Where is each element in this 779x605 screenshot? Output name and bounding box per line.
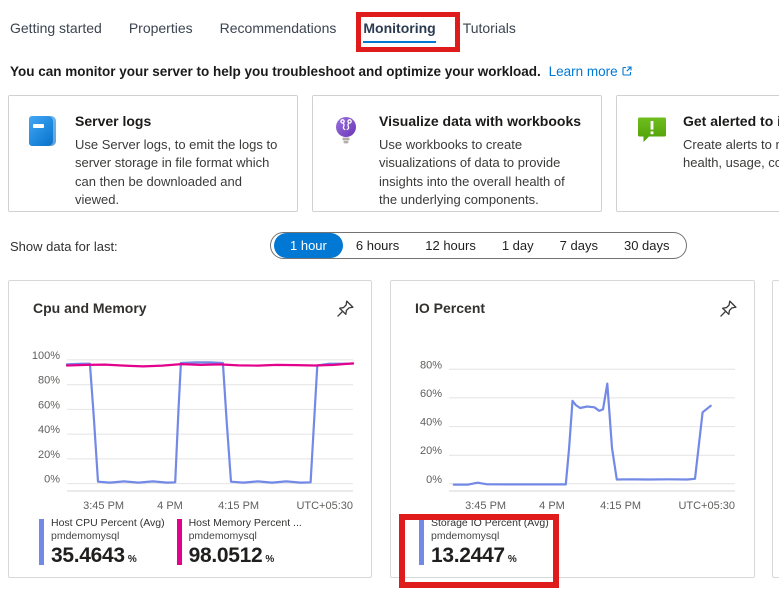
show-data-label: Show data for last: (10, 239, 118, 254)
tab-properties[interactable]: Properties (128, 20, 193, 36)
svg-text:80%: 80% (38, 375, 60, 387)
alerts-body-line2: health, usage, cost and (683, 155, 779, 171)
svg-text:60%: 60% (38, 399, 60, 411)
tab-bar: Getting started Properties Recommendatio… (10, 20, 516, 43)
io-percent-chart-title: IO Percent (415, 300, 486, 316)
time-range-selector: 1 hour 6 hours 12 hours 1 day 7 days 30 … (270, 232, 687, 259)
alerts-body-line1: Create alerts to monitor (683, 137, 779, 152)
legend-name-cpu: Host CPU Percent (Avg) (51, 517, 165, 529)
tab-recommendations[interactable]: Recommendations (219, 20, 337, 36)
time-range-1-hour[interactable]: 1 hour (274, 233, 343, 258)
pin-chart-icon[interactable] (718, 299, 740, 321)
legend-bar-memory (176, 519, 182, 565)
svg-text:0%: 0% (44, 474, 60, 486)
server-logs-body: Use Server logs, to emit the logs to ser… (75, 137, 278, 208)
server-logs-book-icon (29, 113, 61, 211)
workbooks-title: Visualize data with workbooks (379, 113, 582, 129)
intro-text: You can monitor your server to help you … (10, 64, 633, 80)
legend-resource-storage-io: pmdemomysql (431, 530, 500, 542)
legend-host-cpu[interactable]: Host CPU Percent (Avg) pmdemomysql 35.46… (39, 517, 165, 573)
svg-text:3:45 PM: 3:45 PM (83, 500, 124, 512)
tab-getting-started[interactable]: Getting started (10, 20, 102, 36)
learn-more-link[interactable]: Learn more (548, 64, 618, 79)
legend-storage-io[interactable]: Storage IO Percent (Avg) pmdemomysql 13.… (419, 517, 549, 573)
svg-text:20%: 20% (420, 445, 442, 457)
time-range-1-day[interactable]: 1 day (501, 238, 534, 253)
svg-text:4:15 PM: 4:15 PM (218, 500, 259, 512)
time-range-12-hours[interactable]: 12 hours (425, 238, 476, 253)
svg-text:80%: 80% (420, 359, 442, 371)
server-logs-title: Server logs (75, 113, 152, 129)
cpu-memory-chart: 0% 20% 40% 60% 80% 100% 3:45 PM 4 PM 4:15 PM UTC+… (32, 350, 355, 512)
server-logs-card[interactable]: Server logs Use Server logs, to emit the… (8, 95, 298, 212)
svg-text:4 PM: 4 PM (539, 500, 565, 512)
legend-resource-cpu: pmdemomysql (51, 530, 120, 542)
legend-resource-memory: pmdemomysql (188, 530, 257, 542)
alert-bubble-icon (637, 113, 669, 211)
workbooks-lightbulb-icon (333, 113, 365, 211)
tab-monitoring[interactable]: Monitoring (363, 20, 437, 43)
time-range-30-days[interactable]: 30 days (623, 238, 670, 253)
svg-text:0%: 0% (426, 474, 442, 486)
svg-text:100%: 100% (32, 350, 60, 362)
time-range-6-hours[interactable]: 6 hours (355, 238, 400, 253)
legend-value-storage-io: 13.2447% (431, 544, 517, 567)
legend-name-storage-io: Storage IO Percent (Avg) (431, 517, 549, 529)
svg-text:20%: 20% (38, 449, 60, 461)
svg-text:UTC+05:30: UTC+05:30 (678, 500, 735, 512)
alerts-card[interactable]: Get alerted to issues Create alerts to m… (616, 95, 779, 212)
legend-value-cpu: 35.4643% (51, 544, 137, 567)
legend-value-memory: 98.0512% (188, 544, 275, 567)
io-percent-chart: 0% 20% 40% 60% 80% 3:45 PM 4 PM 4:15 PM UTC+05:3… (420, 359, 735, 512)
io-percent-chart-card: IO Percent 0% 20% 40% 60% 80% 3:45 PM 4 PM 4:15… (390, 280, 755, 578)
pin-chart-icon[interactable] (335, 299, 357, 321)
cpu-memory-chart-title: Cpu and Memory (33, 300, 147, 316)
legend-host-memory[interactable]: Host Memory Percent ... pmdemomysql 98.0… (176, 517, 302, 573)
workbooks-card[interactable]: Visualize data with workbooks Use workbo… (312, 95, 602, 212)
legend-bar-storage-io (419, 519, 424, 565)
time-range-7-days[interactable]: 7 days (559, 238, 598, 253)
svg-text:3:45 PM: 3:45 PM (465, 500, 506, 512)
legend-name-memory: Host Memory Percent ... (188, 517, 302, 529)
svg-text:40%: 40% (38, 424, 60, 436)
feature-cards-row: Server logs Use Server logs, to emit the… (8, 95, 779, 212)
svg-text:UTC+05:30: UTC+05:30 (296, 500, 353, 512)
tab-tutorials[interactable]: Tutorials (462, 20, 516, 36)
svg-text:60%: 60% (420, 388, 442, 400)
workbooks-body: Use workbooks to create visualizations o… (379, 137, 565, 208)
next-chart-card-edge (772, 280, 779, 578)
svg-text:4 PM: 4 PM (157, 500, 183, 512)
cpu-memory-legend: Host CPU Percent (Avg) pmdemomysql 35.46… (39, 517, 314, 573)
svg-text:4:15 PM: 4:15 PM (600, 500, 641, 512)
cpu-memory-chart-card: Cpu and Memory 0% 20% 40% 60% 80% 100% 3:45 PM… (8, 280, 372, 578)
legend-bar-cpu (39, 519, 44, 565)
io-percent-legend: Storage IO Percent (Avg) pmdemomysql 13.… (419, 517, 561, 573)
external-link-icon (621, 65, 633, 80)
alerts-title: Get alerted to issues (683, 113, 779, 129)
svg-text:40%: 40% (420, 417, 442, 429)
intro-sentence: You can monitor your server to help you … (10, 64, 541, 79)
